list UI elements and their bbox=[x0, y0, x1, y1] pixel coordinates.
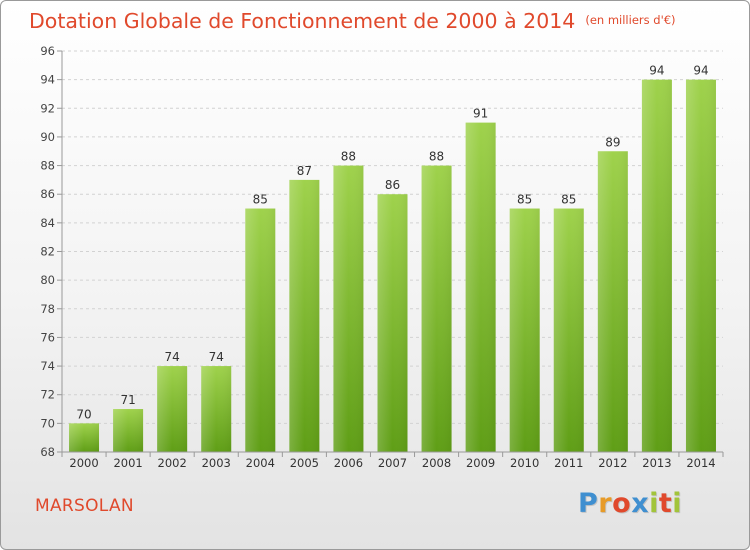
bar-value-label: 88 bbox=[341, 150, 356, 164]
y-tick-label: 72 bbox=[40, 388, 55, 402]
title-text: Dotation Globale de Fonctionnement de 20… bbox=[29, 9, 576, 33]
y-tick-label: 82 bbox=[40, 245, 55, 259]
location-label: MARSOLAN bbox=[35, 496, 134, 516]
y-tick-label: 76 bbox=[40, 330, 55, 344]
x-tick-label: 2009 bbox=[466, 456, 495, 470]
logo-letter: o bbox=[612, 488, 632, 519]
bar-shine bbox=[685, 79, 716, 453]
x-tick-label: 2008 bbox=[422, 456, 451, 470]
x-tick-label: 2003 bbox=[202, 456, 231, 470]
logo-letter: i bbox=[672, 488, 683, 519]
bar-value-label: 89 bbox=[605, 135, 620, 149]
y-tick-label: 80 bbox=[40, 273, 55, 287]
bar-shine bbox=[597, 151, 628, 452]
logo-letter: t bbox=[658, 488, 673, 519]
y-tick-label: 70 bbox=[40, 416, 55, 430]
bar-shine bbox=[641, 79, 672, 453]
y-tick-label: 94 bbox=[40, 73, 55, 87]
bar-value-label: 91 bbox=[473, 107, 488, 121]
x-tick-label: 2002 bbox=[158, 456, 187, 470]
bar-value-label: 85 bbox=[561, 193, 576, 207]
bar-shine bbox=[201, 366, 232, 452]
y-tick-label: 86 bbox=[40, 187, 55, 201]
bar-value-label: 88 bbox=[429, 150, 444, 164]
x-tick-label: 2012 bbox=[598, 456, 627, 470]
bar-shine bbox=[333, 165, 364, 453]
y-tick-label: 68 bbox=[40, 445, 55, 459]
bar-shine bbox=[421, 165, 452, 453]
x-tick-label: 2004 bbox=[246, 456, 275, 470]
y-tick-label: 78 bbox=[40, 302, 55, 316]
bar-value-label: 70 bbox=[76, 407, 91, 421]
bar-shine bbox=[377, 194, 408, 452]
bar-value-label: 94 bbox=[649, 64, 664, 78]
bar-shine bbox=[113, 409, 144, 452]
axes: 68 70 72 74 76 78 80 82 84 86 88 90 92 94 96 2000 2001 20… bbox=[40, 44, 724, 470]
x-tick-label: 2011 bbox=[554, 456, 583, 470]
y-tick-label: 88 bbox=[40, 159, 55, 173]
bar-value-label: 74 bbox=[209, 350, 224, 364]
y-tick-label: 74 bbox=[40, 359, 55, 373]
logo-letter: P bbox=[578, 488, 599, 519]
bar-value-label: 85 bbox=[253, 193, 268, 207]
bar-shine bbox=[289, 179, 320, 452]
bar-shine bbox=[69, 423, 100, 452]
y-tick-label: 96 bbox=[40, 44, 55, 58]
bar-shine bbox=[553, 208, 584, 452]
bar-shine bbox=[465, 122, 496, 452]
y-tick-label: 90 bbox=[40, 130, 55, 144]
unit-label: (en milliers d'€) bbox=[585, 13, 676, 27]
logo-letter: i bbox=[649, 488, 659, 519]
bar-value-label: 86 bbox=[385, 178, 400, 192]
bar-value-label: 71 bbox=[120, 393, 135, 407]
bar-value-label: 87 bbox=[297, 164, 312, 178]
x-tick-label: 2005 bbox=[290, 456, 319, 470]
y-tick-label: 92 bbox=[40, 101, 55, 115]
proxiti-logo: Proxiti bbox=[578, 488, 682, 519]
logo-letter: r bbox=[598, 488, 613, 519]
logo-letter: x bbox=[631, 488, 650, 519]
x-tick-label: 2010 bbox=[510, 456, 539, 470]
x-tick-label: 2007 bbox=[378, 456, 407, 470]
bar-shine bbox=[157, 366, 188, 452]
bar-value-label: 74 bbox=[165, 350, 180, 364]
bar-shine bbox=[509, 208, 540, 452]
bar-value-label: 85 bbox=[517, 193, 532, 207]
chart-title: Dotation Globale de Fonctionnement de 20… bbox=[29, 9, 676, 33]
bars: 70 71 74 74 85 87 88 86 88 91 85 85 89 94 94 bbox=[69, 64, 716, 453]
x-tick-label: 2001 bbox=[113, 456, 142, 470]
bar-shine bbox=[245, 208, 276, 452]
bar-value-label: 94 bbox=[693, 64, 708, 78]
x-tick-label: 2006 bbox=[334, 456, 363, 470]
x-tick-label: 2014 bbox=[686, 456, 715, 470]
y-tick-label: 84 bbox=[40, 216, 55, 230]
x-tick-label: 2000 bbox=[69, 456, 98, 470]
x-tick-label: 2013 bbox=[642, 456, 671, 470]
